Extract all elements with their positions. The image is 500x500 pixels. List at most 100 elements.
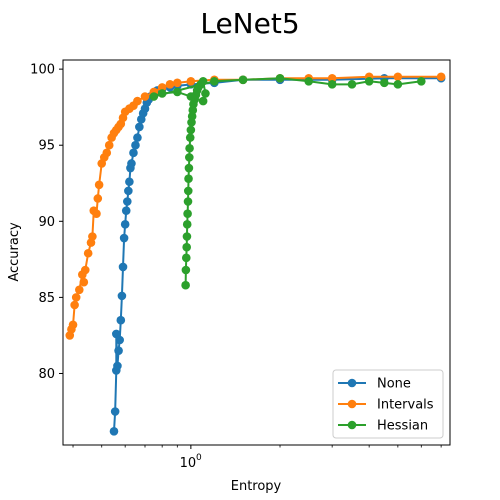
y-axis-label: Accuracy: [7, 222, 22, 282]
data-point: [186, 125, 196, 135]
data-point: [127, 159, 136, 168]
legend-label: None: [377, 377, 411, 392]
data-point: [182, 220, 192, 229]
data-point: [364, 77, 374, 86]
legend-label: Intervals: [377, 398, 434, 413]
legend-entry-none: None: [338, 377, 411, 392]
data-point: [75, 285, 84, 295]
x-tick-label: 10: [180, 456, 197, 471]
data-point: [119, 233, 129, 243]
data-point: [117, 291, 127, 301]
legend-marker: [347, 399, 357, 409]
data-point: [173, 78, 182, 88]
data-point: [393, 72, 403, 82]
data-point: [88, 232, 97, 241]
x-axis-label: Entropy: [231, 479, 282, 494]
plot-frame: [62, 59, 451, 446]
x-axis-ticks: 10 0: [72, 445, 442, 471]
data-point: [115, 335, 124, 345]
data-point: [109, 427, 119, 436]
x-tick-exponent: 0: [196, 453, 202, 463]
data-point: [71, 293, 81, 302]
legend: None Intervals Hessian: [332, 369, 444, 439]
data-point: [304, 77, 314, 86]
data-point: [275, 73, 285, 83]
data-point: [185, 143, 194, 153]
data-point: [118, 262, 128, 272]
data-point: [80, 265, 90, 275]
data-point: [123, 197, 132, 206]
legend-entry-intervals: Intervals: [338, 398, 434, 413]
data-point: [380, 78, 389, 88]
data-point: [181, 253, 191, 263]
data-point: [186, 77, 196, 86]
data-point: [114, 346, 123, 355]
data-point: [79, 277, 89, 287]
data-point: [133, 96, 142, 106]
data-point: [417, 77, 426, 86]
data-point: [68, 320, 78, 330]
data-point: [327, 73, 337, 83]
data-point: [183, 197, 193, 206]
data-point: [183, 209, 192, 218]
data-point: [182, 232, 192, 241]
data-point: [70, 300, 79, 310]
data-point: [113, 361, 122, 371]
y-tick-label: 80: [38, 367, 55, 382]
data-point: [347, 80, 357, 89]
data-point: [94, 180, 104, 190]
legend-box: [332, 369, 444, 439]
data-point: [436, 72, 446, 82]
data-point: [173, 87, 182, 97]
data-point: [185, 153, 194, 162]
data-point: [186, 92, 196, 101]
data-point: [116, 315, 126, 325]
data-point: [120, 220, 130, 229]
chart-title: LeNet5: [200, 7, 299, 40]
data-point: [210, 77, 219, 86]
data-point: [140, 92, 150, 101]
data-point: [149, 92, 159, 101]
data-point: [198, 77, 208, 86]
data-point: [102, 148, 112, 158]
y-axis-ticks: 80 85 90 95 100: [30, 63, 63, 382]
legend-marker: [347, 420, 357, 430]
legend-marker: [347, 378, 357, 388]
data-point: [92, 209, 101, 218]
data-point: [181, 265, 191, 275]
data-point: [201, 89, 210, 98]
data-point: [327, 80, 337, 89]
data-point: [198, 96, 208, 106]
data-point: [129, 148, 138, 158]
data-point: [124, 186, 133, 196]
data-point: [104, 140, 114, 150]
data-point: [121, 206, 131, 215]
data-point: [185, 133, 195, 142]
data-point: [181, 280, 190, 290]
y-tick-label: 85: [38, 291, 55, 306]
legend-entry-hessian: Hessian: [338, 419, 428, 434]
y-tick-label: 90: [38, 215, 55, 230]
data-point: [135, 122, 144, 132]
y-tick-label: 100: [30, 63, 55, 78]
data-point: [165, 80, 175, 89]
data-point: [238, 75, 248, 85]
data-point: [157, 89, 167, 98]
data-point: [93, 194, 103, 203]
y-tick-label: 95: [38, 139, 55, 154]
data-point: [157, 83, 167, 92]
legend-label: Hessian: [377, 419, 428, 434]
data-point: [183, 186, 193, 196]
data-point: [184, 174, 193, 183]
data-point: [83, 248, 93, 258]
data-point: [125, 177, 134, 187]
data-point: [110, 407, 120, 416]
data-point: [184, 163, 194, 173]
plot-area: [62, 59, 451, 446]
data-point: [133, 133, 142, 142]
series-layer: [65, 72, 446, 436]
data-point: [393, 80, 403, 89]
series-hessian: [149, 73, 426, 290]
data-point: [131, 140, 140, 150]
